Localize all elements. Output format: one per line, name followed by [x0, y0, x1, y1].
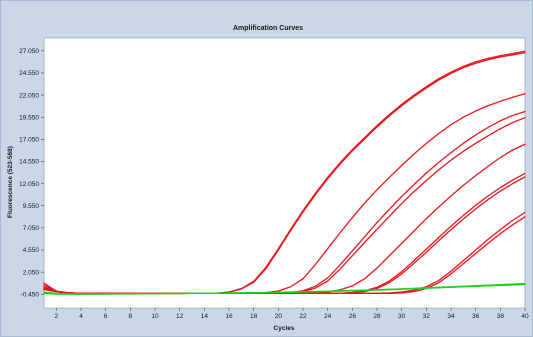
x-tick-label: 2 — [55, 313, 59, 320]
x-tick-label: 40 — [521, 313, 529, 320]
y-tick-label: 24.550 — [19, 70, 39, 77]
plot-area — [43, 37, 526, 309]
series-line-13 — [43, 283, 526, 295]
y-tick-label: 9.550 — [23, 203, 40, 210]
x-tick-label: 16 — [225, 313, 233, 320]
x-tick-label: 14 — [201, 313, 209, 320]
x-tick-label: 32 — [423, 313, 431, 320]
y-tick-label: 27.050 — [19, 48, 39, 55]
y-tick-label: -0.450 — [21, 291, 40, 298]
x-tick-label: 30 — [398, 313, 406, 320]
y-tick-label: 14.550 — [19, 159, 39, 166]
y-tick-label: 12.050 — [19, 181, 39, 188]
x-tick-label: 4 — [79, 313, 83, 320]
x-axis-label: Cycles — [274, 325, 295, 332]
series-lines — [43, 50, 526, 295]
x-tick-label: 38 — [497, 313, 505, 320]
x-tick-label: 20 — [275, 313, 283, 320]
y-tick-label: 17.050 — [19, 137, 39, 144]
y-axis-label: Fluorescence (523-568) — [7, 146, 14, 218]
x-tick-label: 12 — [176, 313, 184, 320]
x-axis-ticks: 2 4 6 8 10 12 14 16 18 20 22 24 26 28 30 32 34 36 38 40 — [55, 308, 529, 320]
y-axis-ticks: -0.450 2.050 4.550 7.050 9.550 12.050 14.550 17… — [19, 48, 44, 298]
x-tick-label: 28 — [373, 313, 381, 320]
y-tick-label: 4.550 — [23, 247, 40, 254]
x-tick-label: 36 — [472, 313, 480, 320]
x-tick-label: 34 — [447, 313, 455, 320]
x-tick-label: 8 — [129, 313, 133, 320]
chart-title: Amplification Curves — [233, 25, 303, 32]
x-tick-label: 10 — [151, 313, 159, 320]
y-tick-label: 19.550 — [19, 114, 39, 121]
x-tick-label: 24 — [324, 313, 332, 320]
x-tick-label: 6 — [104, 313, 108, 320]
x-tick-label: 18 — [250, 313, 258, 320]
x-tick-label: 22 — [299, 313, 307, 320]
y-tick-label: 7.050 — [23, 225, 40, 232]
y-tick-label: 2.050 — [23, 269, 40, 276]
x-tick-label: 26 — [349, 313, 357, 320]
y-tick-label: 22.050 — [19, 92, 39, 99]
